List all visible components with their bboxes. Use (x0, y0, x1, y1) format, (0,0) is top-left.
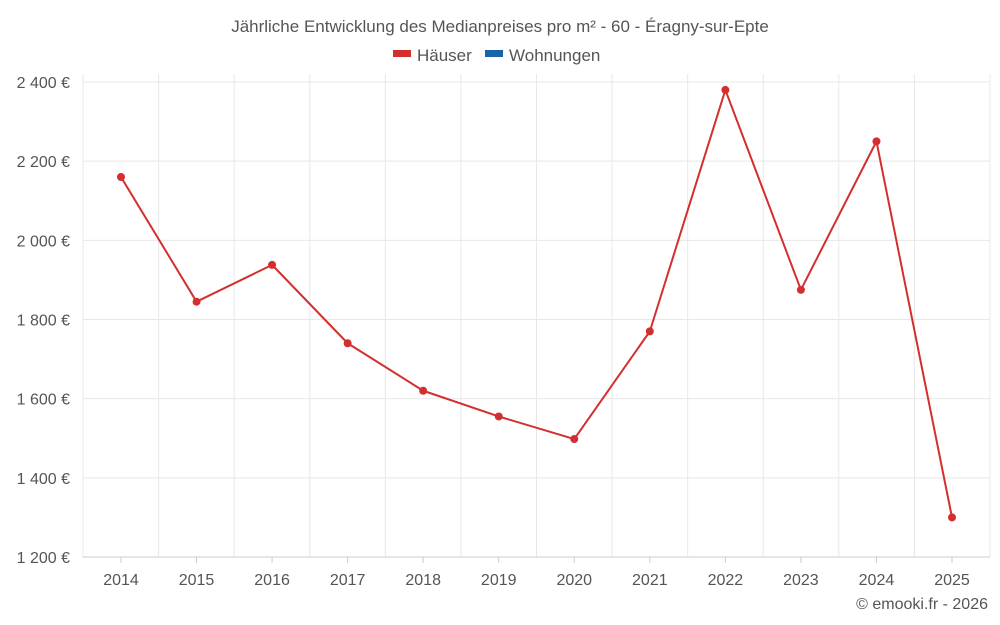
x-axis: 2014 2015 2016 2017 2018 2019 2020 2021 2022 2023… (83, 556, 990, 589)
data-point-haeuser[interactable] (948, 513, 956, 522)
legend-swatch-wohnungen[interactable] (485, 50, 503, 57)
chart-title: Jährliche Entwicklung des Medianpreises … (231, 17, 769, 36)
data-point-haeuser[interactable] (570, 435, 579, 444)
x-tick-label: 2025 (934, 572, 970, 589)
x-tick-label: 2023 (783, 572, 819, 589)
series-line-haeuser (120, 88, 953, 518)
data-point-haeuser[interactable] (872, 137, 881, 146)
x-tick-label: 2018 (405, 572, 441, 589)
x-tick-label: 2017 (330, 572, 366, 589)
data-point-haeuser[interactable] (494, 412, 503, 421)
legend-swatch-haeuser[interactable] (393, 50, 411, 57)
data-point-haeuser[interactable] (268, 260, 277, 269)
legend: Häuser Wohnungen (393, 46, 600, 65)
credit-text: © emooki.fr - 2026 (856, 596, 988, 613)
data-point-haeuser[interactable] (645, 327, 654, 336)
x-tick-label: 2014 (103, 572, 139, 589)
legend-label-haeuser[interactable]: Häuser (417, 46, 472, 65)
grid (82, 74, 991, 557)
data-point-haeuser[interactable] (721, 85, 730, 94)
y-tick-label: 2 400 € (17, 75, 70, 92)
y-axis: 1 200 € 1 400 € 1 600 € 1 800 € 2 000 € 2 200… (17, 75, 70, 567)
data-point-haeuser[interactable] (796, 285, 805, 294)
data-point-haeuser[interactable] (117, 173, 125, 181)
y-tick-label: 1 800 € (17, 313, 70, 330)
y-tick-label: 2 200 € (17, 154, 70, 171)
data-point-haeuser[interactable] (419, 386, 428, 395)
x-tick-label: 2024 (859, 572, 895, 589)
x-tick-label: 2019 (481, 572, 517, 589)
x-tick-label: 2020 (556, 572, 592, 589)
x-tick-label: 2022 (708, 572, 744, 589)
y-tick-label: 1 400 € (17, 471, 70, 488)
x-tick-label: 2016 (254, 572, 290, 589)
data-point-haeuser[interactable] (343, 339, 352, 348)
data-point-haeuser[interactable] (192, 297, 201, 306)
y-tick-label: 2 000 € (17, 233, 70, 250)
series-haeuser (117, 85, 956, 522)
legend-label-wohnungen[interactable]: Wohnungen (509, 46, 600, 65)
x-tick-label: 2015 (179, 572, 215, 589)
x-tick-label: 2021 (632, 572, 668, 589)
y-tick-label: 1 600 € (17, 392, 70, 409)
y-tick-label: 1 200 € (17, 550, 70, 567)
